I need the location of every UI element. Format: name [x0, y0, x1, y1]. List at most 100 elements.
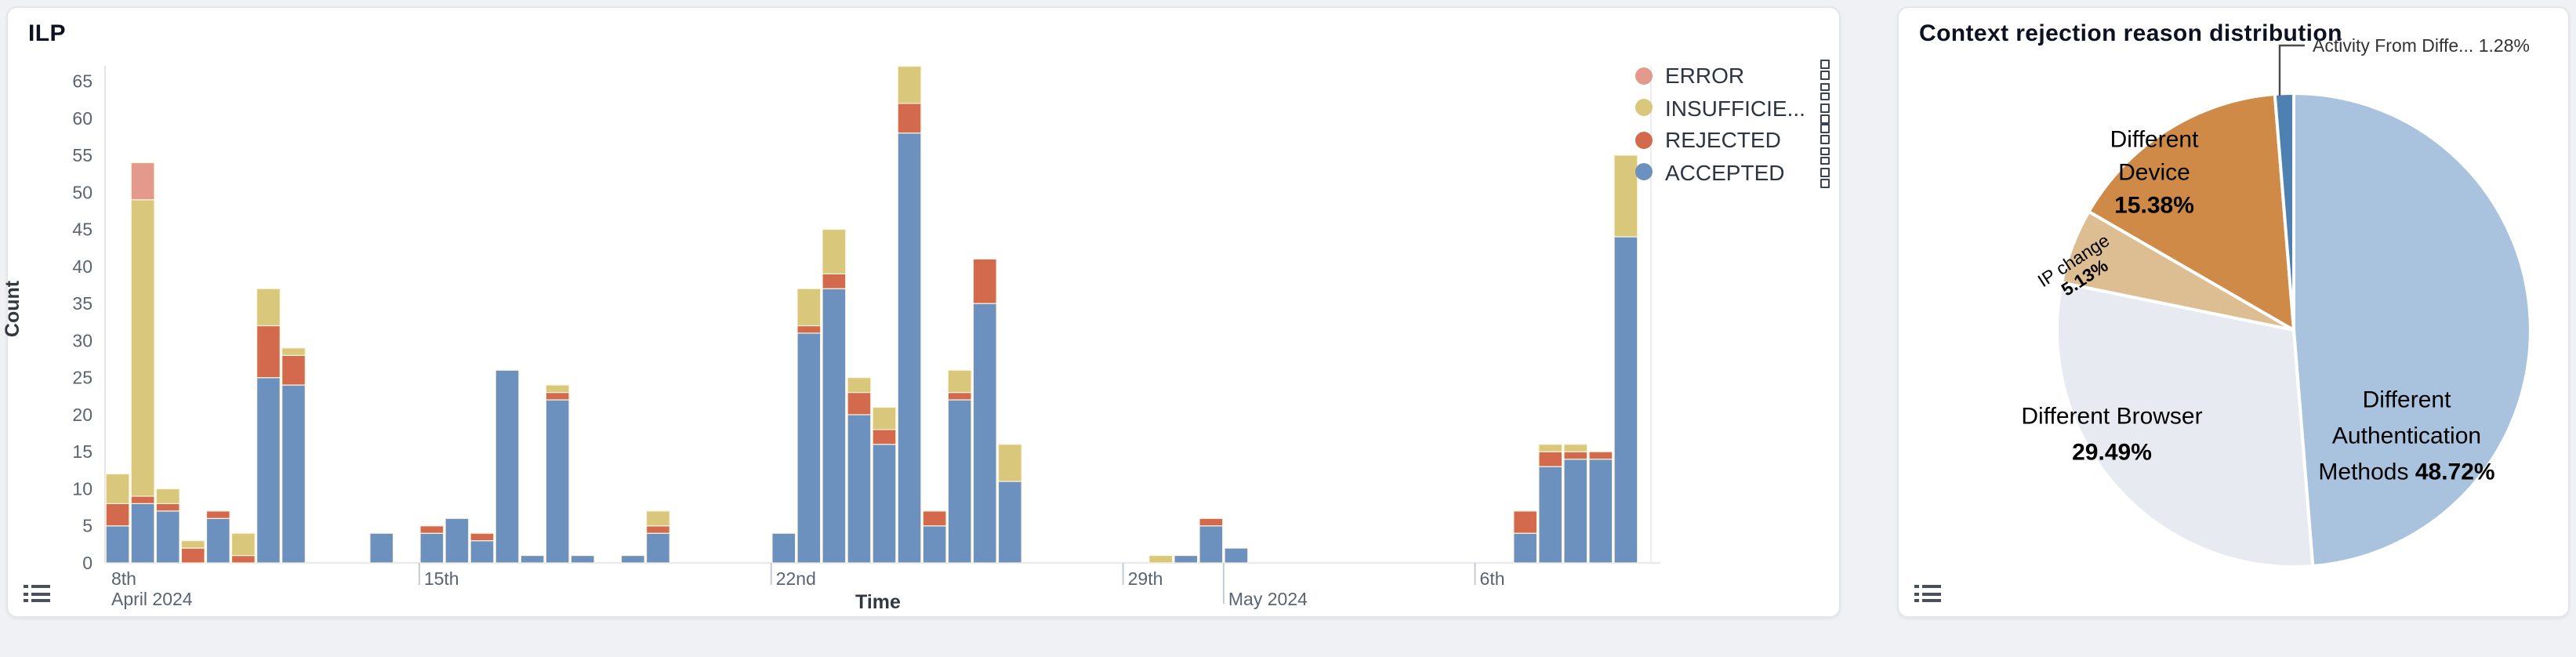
bar-segment-rejected[interactable]	[922, 510, 947, 527]
bar-segment-accepted[interactable]	[130, 503, 155, 564]
bar-segment-accepted[interactable]	[997, 481, 1022, 564]
drag-handle-squares-icon[interactable]	[1820, 124, 1830, 156]
bar-segment-insufficient[interactable]	[947, 369, 972, 394]
bar-segment-insufficient[interactable]	[230, 532, 256, 557]
bar-segment-accepted[interactable]	[495, 369, 520, 564]
bar-segment-accepted[interactable]	[771, 532, 796, 564]
bar-segment-accepted[interactable]	[972, 303, 997, 564]
bar-segment-accepted[interactable]	[570, 554, 595, 564]
bar-segment-rejected[interactable]	[281, 354, 306, 386]
bar-segment-rejected[interactable]	[470, 532, 495, 542]
bar-segment-rejected[interactable]	[545, 391, 570, 401]
bar-segment-insufficient[interactable]	[105, 473, 130, 504]
bar-segment-accepted[interactable]	[1613, 236, 1638, 564]
bar-segment-accepted[interactable]	[822, 288, 847, 564]
bar-segment-insufficient[interactable]	[822, 228, 847, 274]
bar-segment-rejected[interactable]	[105, 503, 130, 527]
legend-item-insufficie[interactable]: INSUFFICIE...	[1635, 92, 1830, 124]
bar-segment-accepted[interactable]	[419, 532, 444, 564]
bar-segment-insufficient[interactable]	[1613, 154, 1638, 238]
bar-segment-accepted[interactable]	[897, 132, 922, 564]
bar-segment-rejected[interactable]	[230, 554, 256, 564]
bar-segment-error[interactable]	[130, 162, 155, 201]
bar-segment-rejected[interactable]	[972, 258, 997, 304]
bar-segment-rejected[interactable]	[1538, 451, 1563, 467]
list-icon-row	[24, 599, 50, 603]
pie-slice-activity-from-different-location[interactable]	[2273, 92, 2295, 332]
bar-segment-insufficient[interactable]	[1148, 554, 1174, 564]
bar-segment-accepted[interactable]	[155, 510, 180, 564]
bar-segment-accepted[interactable]	[520, 554, 545, 564]
bar-segment-accepted[interactable]	[545, 399, 570, 564]
bar-segment-rejected[interactable]	[180, 547, 205, 564]
bar-segment-rejected[interactable]	[1588, 451, 1613, 460]
bar-segment-insufficient[interactable]	[796, 288, 822, 327]
bar-segment-accepted[interactable]	[847, 414, 872, 564]
bar-segment-rejected[interactable]	[1513, 510, 1538, 534]
legend-item-rejected[interactable]: REJECTED	[1635, 124, 1830, 156]
list-legend-icon[interactable]	[24, 585, 50, 607]
bar-segment-rejected[interactable]	[155, 503, 180, 512]
legend-item-error[interactable]: ERROR	[1635, 60, 1830, 92]
bar-segment-insufficient[interactable]	[847, 377, 872, 394]
bar-segment-accepted[interactable]	[872, 444, 897, 564]
bar-segment-accepted[interactable]	[947, 399, 972, 564]
pie-slice-different-authentication-methods[interactable]	[2292, 92, 2532, 568]
bar-segment-accepted[interactable]	[205, 517, 230, 564]
bar-segment-rejected[interactable]	[872, 429, 897, 445]
bar-segment-rejected[interactable]	[419, 525, 444, 534]
bar-segment-insufficient[interactable]	[130, 199, 155, 497]
bar-segment-accepted[interactable]	[620, 554, 645, 564]
bar-segment-rejected[interactable]	[130, 495, 155, 504]
bar-segment-insufficient[interactable]	[897, 65, 922, 104]
bar-segment-accepted[interactable]	[796, 332, 822, 564]
drag-handle-squares-icon[interactable]	[1820, 156, 1830, 188]
bar-segment-rejected[interactable]	[256, 325, 281, 379]
bar-segment-insufficient[interactable]	[256, 288, 281, 327]
bar-segment-accepted[interactable]	[1199, 525, 1224, 564]
bar-segment-rejected[interactable]	[897, 103, 922, 134]
bar-segment-accepted[interactable]	[1174, 554, 1199, 564]
pie-slice-different-device[interactable]	[2087, 92, 2295, 332]
bar-segment-rejected[interactable]	[645, 525, 670, 534]
bar-segment-accepted[interactable]	[1224, 547, 1249, 564]
bar-segment-accepted[interactable]	[1538, 466, 1563, 564]
drag-handle-squares-icon[interactable]	[1820, 60, 1830, 92]
bar-segment-accepted[interactable]	[256, 377, 281, 564]
bar-segment-insufficient[interactable]	[281, 347, 306, 356]
bar-segment-insufficient[interactable]	[155, 488, 180, 504]
bar-segment-rejected[interactable]	[1199, 517, 1224, 527]
bar-segment-accepted[interactable]	[444, 517, 470, 564]
bar-segment-insufficient[interactable]	[545, 384, 570, 394]
bar-segment-insufficient[interactable]	[645, 510, 670, 527]
pie-slice-different-browser[interactable]	[2055, 281, 2315, 568]
bar-segment-rejected[interactable]	[847, 391, 872, 416]
bar-segment-accepted[interactable]	[369, 532, 394, 564]
bar-segment-accepted[interactable]	[1513, 532, 1538, 564]
bar-segment-insufficient[interactable]	[180, 540, 205, 549]
bar-segment-accepted[interactable]	[1563, 459, 1588, 564]
legend-item-accepted[interactable]: ACCEPTED	[1635, 156, 1830, 188]
bar-segment-accepted[interactable]	[1588, 459, 1613, 564]
bar-segment-rejected[interactable]	[947, 391, 972, 401]
list-icon-row	[24, 585, 50, 589]
bar-segment-accepted[interactable]	[281, 384, 306, 564]
bar-segment-insufficient[interactable]	[1538, 444, 1563, 452]
bar-segment-rejected[interactable]	[205, 510, 230, 519]
bar-segment-insufficient[interactable]	[997, 444, 1022, 482]
bar-segment-accepted[interactable]	[645, 532, 670, 564]
list-legend-icon[interactable]	[1914, 585, 1941, 607]
drag-handle-squares-icon[interactable]	[1820, 92, 1830, 124]
bar-segment-rejected[interactable]	[1563, 451, 1588, 460]
bar-segment-insufficient[interactable]	[1563, 444, 1588, 452]
bar-segment-rejected[interactable]	[822, 273, 847, 289]
bar-segment-accepted[interactable]	[922, 525, 947, 564]
ilp-bar-chart[interactable]: 0 5 10 15 20 25 30 35 40 45 50 55 60 65 Count 8thApril …	[2, 8, 1842, 619]
y-tick-label: 5	[82, 516, 93, 536]
bar-segment-accepted[interactable]	[105, 525, 130, 564]
bar-segment-rejected[interactable]	[796, 325, 822, 334]
bar-segment-insufficient[interactable]	[872, 406, 897, 430]
bar-segment-accepted[interactable]	[470, 540, 495, 564]
